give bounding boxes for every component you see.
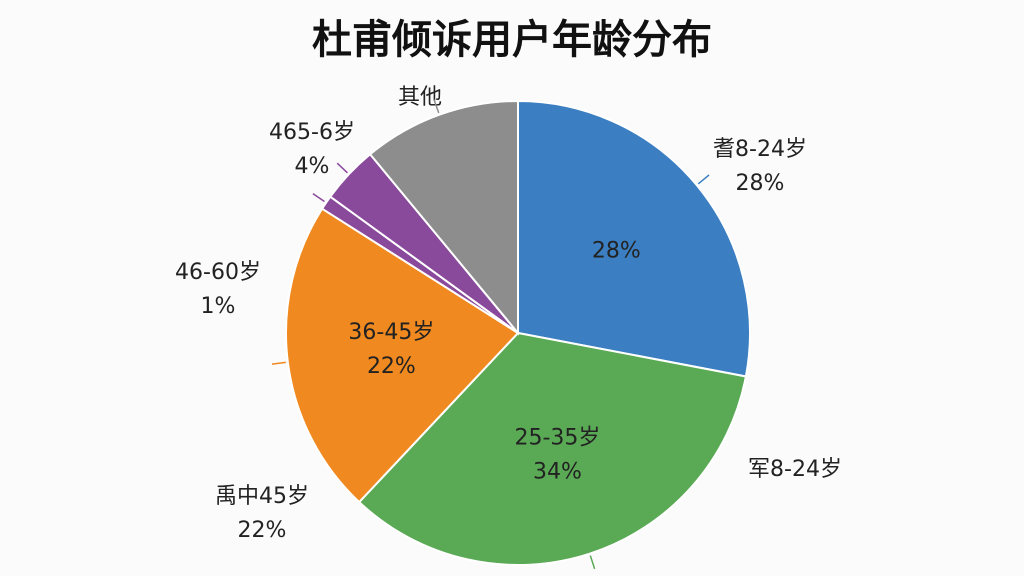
leader-line	[271, 361, 286, 365]
leader-line	[589, 555, 596, 570]
inner-value-label: 34%	[533, 459, 582, 484]
outer-value-label: 4%	[295, 154, 330, 179]
outer-value-label: 1%	[201, 294, 236, 319]
inner-label: 36-45岁	[348, 320, 434, 345]
outer-label: 耆8-24岁	[713, 137, 807, 162]
leader-line	[433, 99, 440, 114]
outer-label: 军8-24岁	[748, 457, 842, 482]
inner-label: 25-35岁	[514, 425, 600, 450]
inner-value-label: 22%	[367, 354, 416, 379]
leader-line	[336, 162, 348, 174]
outer-value-label: 22%	[238, 518, 287, 543]
outer-label: 禹中45岁	[215, 484, 309, 509]
pie-slice	[517, 99, 751, 378]
leader-line	[312, 192, 325, 203]
leader-line	[697, 174, 710, 185]
pie-slice	[368, 99, 519, 336]
outer-label: 46-60岁	[175, 260, 261, 285]
pie-slice	[357, 331, 748, 566]
chart-title: 杜甫倾诉用户年龄分布	[312, 17, 712, 63]
pie-slice	[285, 207, 520, 504]
outer-label: 其他	[398, 85, 442, 110]
outer-label: 465-6岁	[269, 120, 355, 145]
outer-value-label: 28%	[736, 171, 785, 196]
inner-value-label: 28%	[592, 239, 641, 264]
